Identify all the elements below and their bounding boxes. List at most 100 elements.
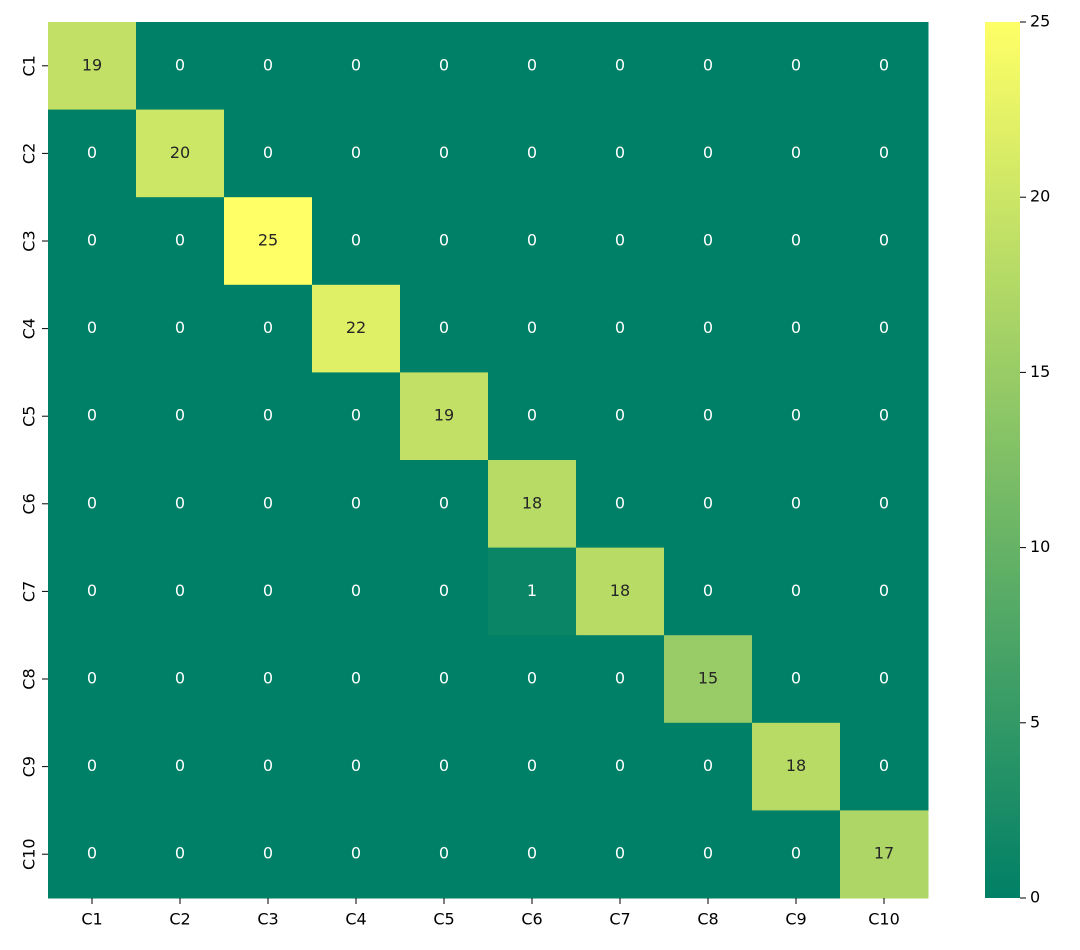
cell-label: 0 (527, 669, 537, 688)
cell-label: 0 (439, 231, 449, 250)
cell-label: 0 (615, 143, 625, 162)
heatmap-cell (312, 547, 401, 636)
heatmap-cell (312, 372, 401, 461)
colorbar-tick-label: 0 (1030, 888, 1040, 907)
heatmap-cell (48, 22, 137, 111)
heatmap-cell (752, 722, 841, 811)
cell-label: 0 (263, 318, 273, 337)
cell-label: 0 (879, 406, 889, 425)
cell-label: 0 (351, 756, 361, 775)
heatmap-cell (224, 547, 313, 636)
cell-label: 0 (615, 406, 625, 425)
cell-label: 0 (87, 756, 97, 775)
y-tick-label: C4 (20, 318, 39, 339)
cell-label: 0 (879, 231, 889, 250)
heatmap-cell (488, 372, 577, 461)
heatmap-cell (400, 722, 489, 811)
heatmap-cell (312, 810, 401, 899)
colorbar-tick-label: 20 (1030, 187, 1050, 206)
heatmap-cell (48, 197, 137, 286)
heatmap-cell (664, 722, 753, 811)
heatmap-cell (400, 197, 489, 286)
y-tick-label: C10 (20, 838, 39, 870)
heatmap-cell (664, 284, 753, 373)
cell-label: 20 (170, 143, 190, 162)
cell-label: 0 (791, 844, 801, 863)
heatmap-cell (400, 109, 489, 198)
x-tick-label: C10 (868, 910, 900, 929)
heatmap-cell (312, 109, 401, 198)
heatmap-cell (48, 460, 137, 549)
cell-label: 0 (527, 231, 537, 250)
heatmap-cell (488, 547, 577, 636)
heatmap-cell (488, 722, 577, 811)
cell-label: 0 (791, 581, 801, 600)
x-tick-label: C1 (81, 910, 102, 929)
heatmap-cell (136, 722, 225, 811)
y-tick-label: C5 (20, 406, 39, 427)
heatmap-cell (48, 372, 137, 461)
colorbar-tick-label: 15 (1030, 362, 1050, 381)
cell-label: 0 (703, 406, 713, 425)
cell-label: 18 (786, 756, 806, 775)
cell-label: 0 (791, 493, 801, 512)
heatmap-cell (752, 810, 841, 899)
cell-label: 0 (791, 406, 801, 425)
heatmap-cell (840, 722, 929, 811)
cell-label: 0 (527, 55, 537, 74)
cell-label: 0 (351, 231, 361, 250)
cell-label: 25 (258, 231, 278, 250)
cell-label: 0 (615, 55, 625, 74)
cell-label: 0 (527, 756, 537, 775)
y-tick-label: C3 (20, 230, 39, 251)
cell-label: 0 (87, 318, 97, 337)
heatmap-cell (400, 372, 489, 461)
cell-label: 0 (879, 143, 889, 162)
x-tick-label: C8 (697, 910, 718, 929)
x-tick-label: C5 (433, 910, 454, 929)
cell-label: 0 (175, 756, 185, 775)
cell-label: 0 (615, 756, 625, 775)
y-tick-label: C7 (20, 581, 39, 602)
cell-label: 22 (346, 318, 366, 337)
cell-label: 0 (351, 55, 361, 74)
heatmap-cell (400, 810, 489, 899)
cell-label: 0 (263, 756, 273, 775)
cell-label: 0 (263, 493, 273, 512)
heatmap-cell (224, 372, 313, 461)
cell-label: 0 (527, 844, 537, 863)
heatmap-cell (224, 109, 313, 198)
heatmap-cell (136, 22, 225, 111)
cell-label: 0 (263, 143, 273, 162)
cell-label: 0 (615, 318, 625, 337)
x-tick-label: C7 (609, 910, 630, 929)
cell-label: 18 (522, 493, 542, 512)
cell-label: 0 (87, 669, 97, 688)
cell-label: 1 (527, 581, 537, 600)
cell-label: 0 (879, 493, 889, 512)
heatmap-cell (576, 722, 665, 811)
heatmap-cell (224, 197, 313, 286)
cell-label: 0 (87, 406, 97, 425)
heatmap-cell (664, 810, 753, 899)
heatmap-cell (752, 372, 841, 461)
cell-label: 0 (439, 756, 449, 775)
cell-label: 0 (791, 143, 801, 162)
cell-label: 0 (87, 844, 97, 863)
cell-label: 0 (175, 55, 185, 74)
heatmap-cell (224, 635, 313, 724)
heatmap-cell (400, 22, 489, 111)
x-tick-label: C3 (257, 910, 278, 929)
heatmap-cell (488, 197, 577, 286)
heatmap-cell (664, 22, 753, 111)
cell-label: 0 (175, 844, 185, 863)
cell-label: 0 (439, 55, 449, 74)
cell-label: 0 (879, 669, 889, 688)
heatmap-cell (576, 460, 665, 549)
x-tick-label: C9 (785, 910, 806, 929)
cell-label: 0 (791, 318, 801, 337)
cell-label: 0 (87, 493, 97, 512)
cell-label: 0 (703, 756, 713, 775)
cell-label: 0 (263, 844, 273, 863)
